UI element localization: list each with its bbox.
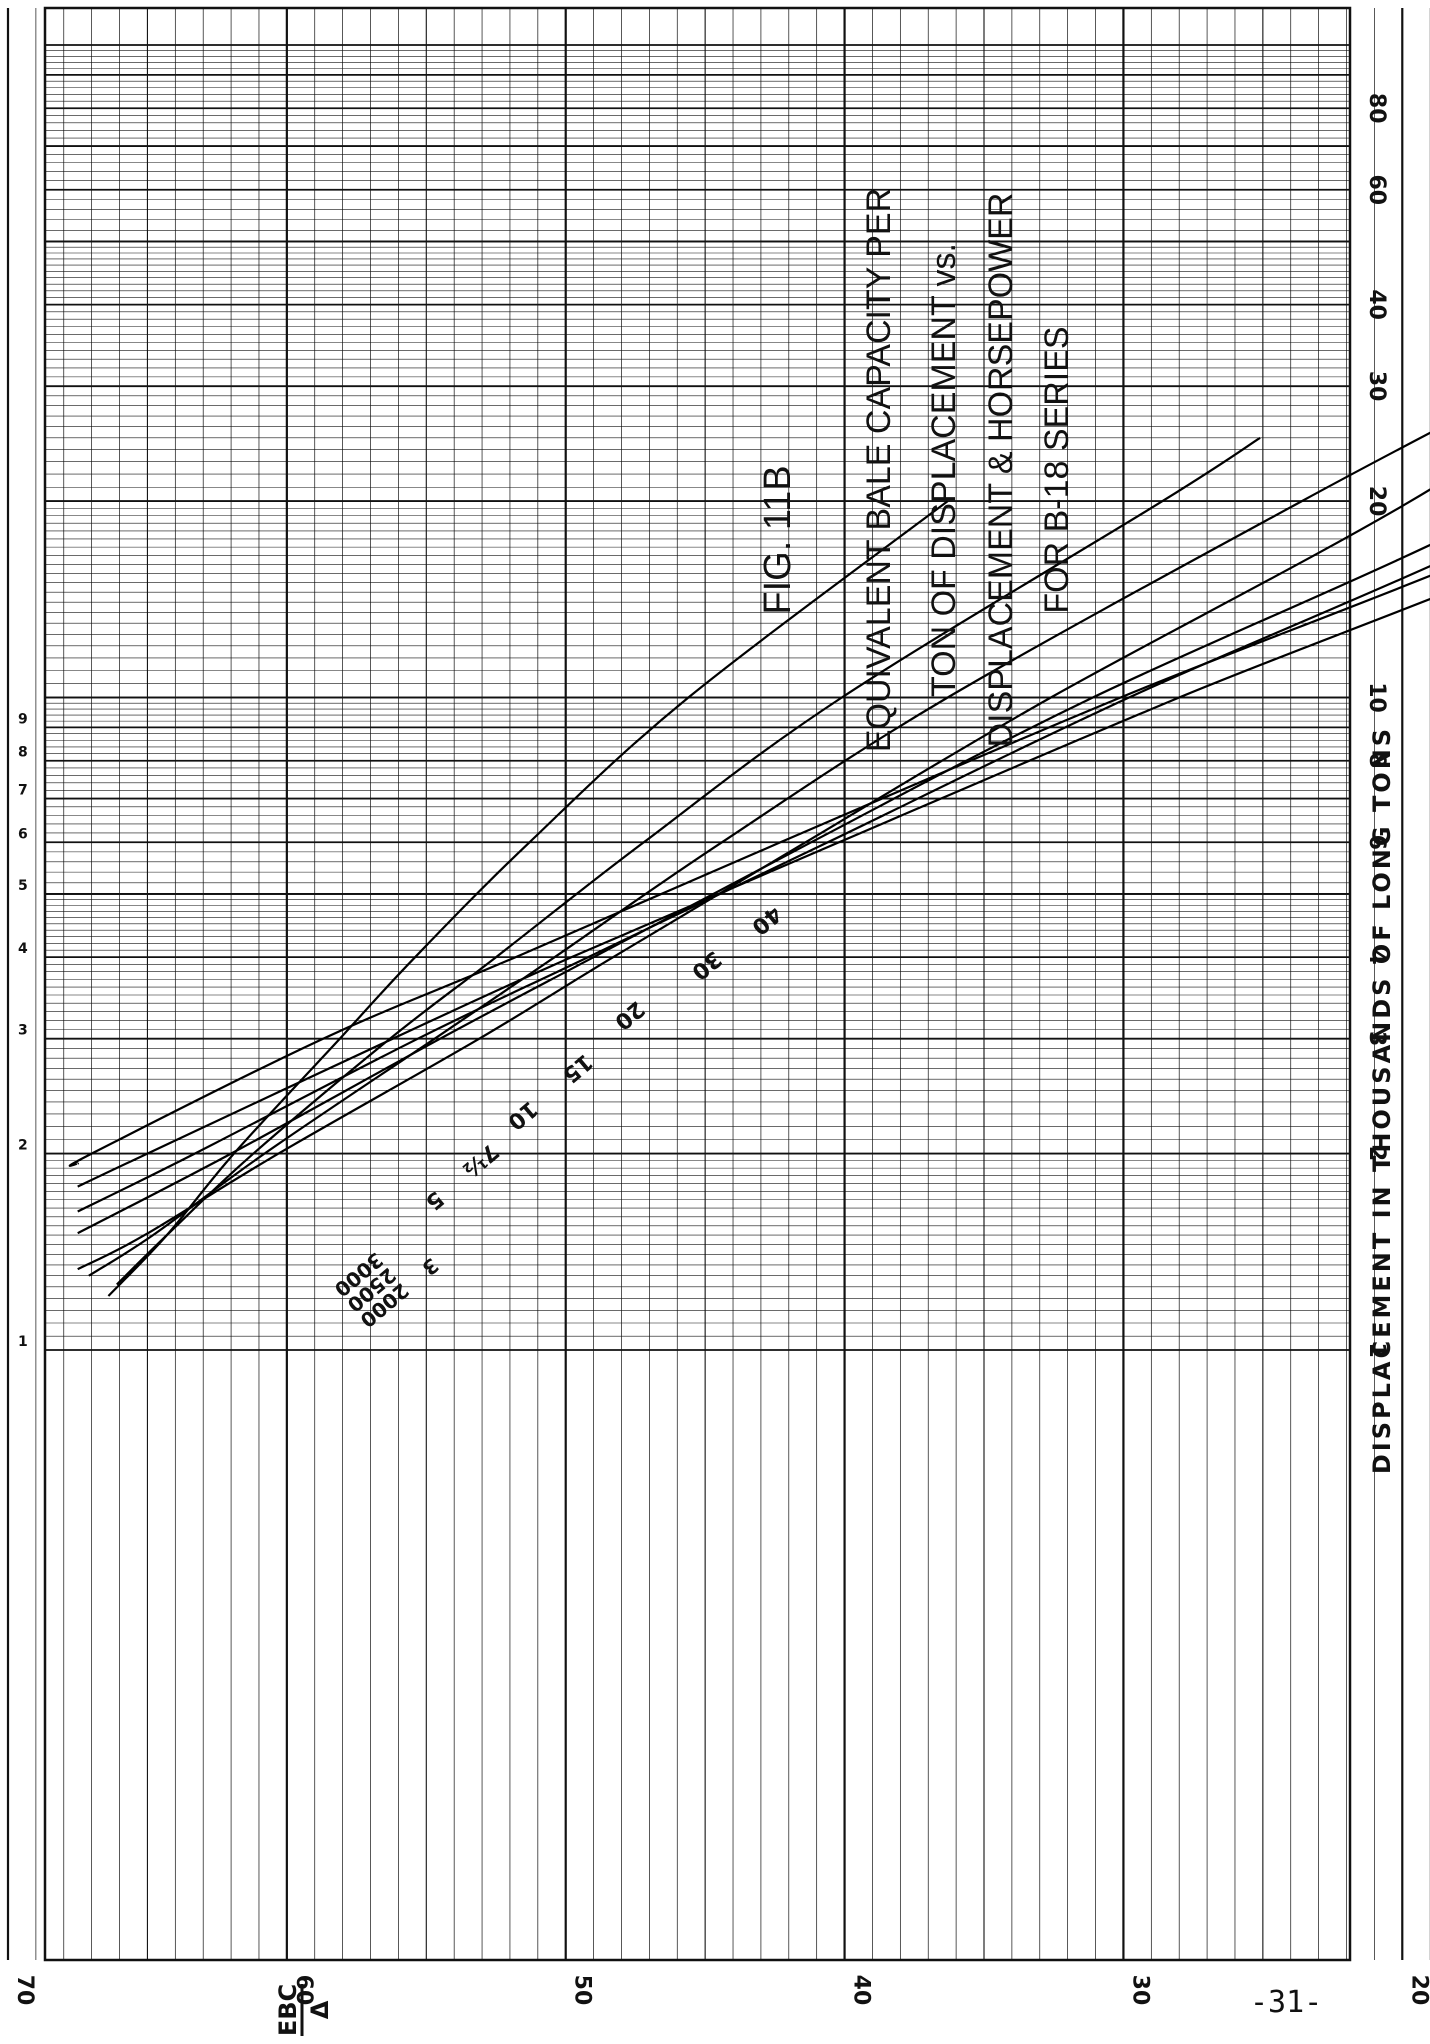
curve-label-5: 5 (420, 1185, 448, 1214)
x-tick-right-7: 20 (1364, 486, 1389, 517)
curve-label-40: 40 (746, 901, 786, 940)
x-tick-left-0: 1 (18, 1334, 28, 1350)
y-tick-label-2: 50 (570, 1975, 595, 2006)
curve-label-30: 30 (686, 946, 726, 985)
grid (6, 6, 1430, 1962)
y-axis-title: EBC Δ (274, 1984, 334, 2036)
curve-label-0: 3 (417, 1253, 443, 1280)
curve-label-15: 15 (557, 1049, 597, 1088)
x-tick-left-1: 2 (18, 1138, 28, 1154)
page-number: -31- (1250, 1985, 1323, 2020)
series-line-4 (77, 543, 1430, 1235)
x-tick-right-5: 8 (1364, 753, 1389, 768)
x-tick-left-2: 3 (18, 1023, 28, 1039)
x-tick-right-3: 4 (1364, 949, 1389, 964)
x-tick-right-2: 3 (1364, 1031, 1389, 1046)
title-line-1: TON OF DISPLACEMENT vs. (925, 243, 963, 697)
y-tick-label-3: 40 (849, 1975, 874, 2006)
x-tick-left-8: 9 (18, 711, 28, 727)
x-tick-right-11: 80 (1364, 93, 1389, 124)
x-tick-right-0: 1 (1364, 1342, 1389, 1357)
x-tick-right-9: 40 (1364, 289, 1389, 320)
svg-text:Δ: Δ (306, 2000, 334, 2019)
title-line-2: DISPLACEMENT & HORSEPOWER (982, 193, 1020, 748)
curve-label-20: 20 (609, 996, 649, 1035)
series-line-7 (68, 574, 1430, 1167)
x-tick-right-8: 30 (1364, 371, 1389, 402)
series-line-2 (88, 431, 1430, 1277)
y-tick-label-5: 20 (1406, 1975, 1430, 2006)
x-tick-right-4: 6 (1364, 835, 1389, 850)
x-tick-left-3: 4 (18, 941, 28, 957)
x-tick-left-4: 5 (18, 878, 28, 894)
x-tick-right-1: 2 (1364, 1146, 1389, 1161)
svg-text:EBC: EBC (274, 1984, 302, 2036)
series-line-6 (77, 597, 1430, 1188)
title-line-3: FOR B-18 SERIES (1038, 326, 1076, 613)
x-axis-title: DISPLACEMENT IN THOUSANDS OF LONG TONS (1368, 726, 1396, 1474)
series-line-0 (107, 500, 949, 1297)
x-tick-left-5: 6 (18, 826, 28, 842)
x-tick-left-7: 8 (18, 745, 28, 761)
curve-label-10: 10 (502, 1096, 542, 1135)
x-tick-right-6: 10 (1364, 682, 1389, 713)
curve-label-7½: 7½ (458, 1138, 503, 1182)
series-line-1 (116, 436, 1261, 1286)
figure-label: FIG. 11B (757, 465, 799, 614)
title-line-0: EQUIVALENT BALE CAPACITY PER (860, 188, 898, 752)
x-tick-left-6: 7 (18, 783, 28, 799)
x-tick-right-10: 60 (1364, 174, 1389, 205)
y-tick-label-4: 30 (1127, 1975, 1152, 2006)
y-tick-label-0: 70 (12, 1975, 37, 2006)
series-line-5 (77, 565, 1430, 1213)
